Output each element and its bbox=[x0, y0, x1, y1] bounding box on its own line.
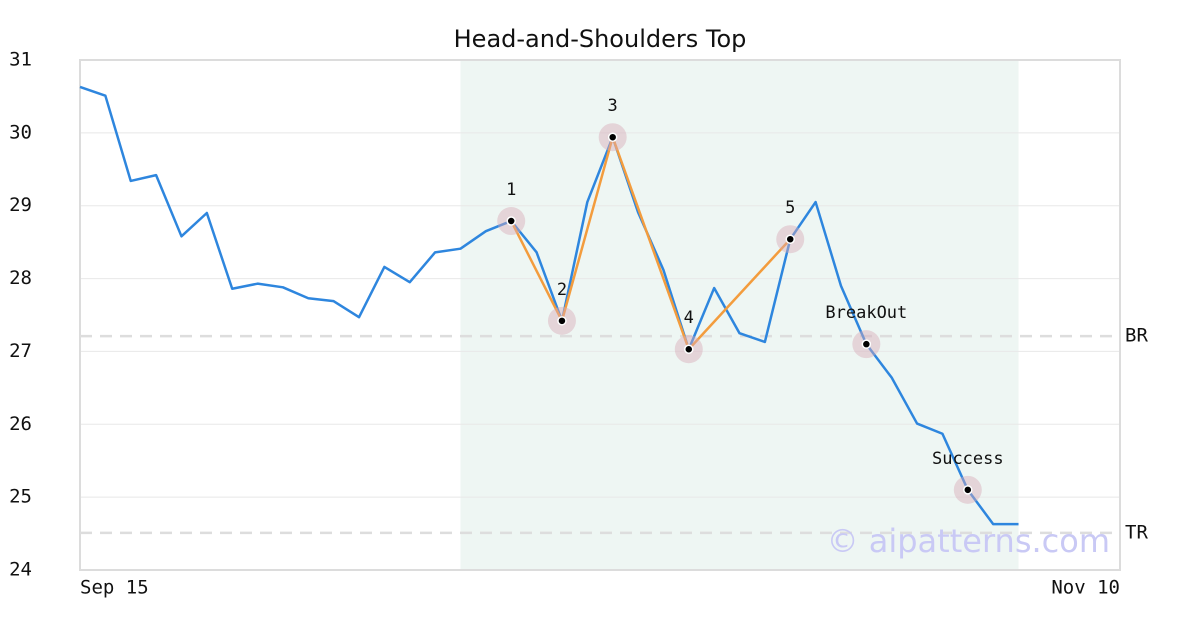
x-tick-label: Sep 15 bbox=[80, 577, 149, 599]
annotation-label: BreakOut bbox=[825, 303, 907, 323]
pattern-region bbox=[460, 60, 1019, 570]
plot-frame bbox=[79, 59, 1121, 571]
y-tick-label: 28 bbox=[9, 267, 32, 289]
annotation-label: 5 bbox=[785, 198, 795, 218]
pattern-point bbox=[785, 234, 795, 244]
pattern-point bbox=[607, 132, 618, 142]
annotation-label: 2 bbox=[557, 280, 567, 300]
annotation-label: 1 bbox=[506, 180, 516, 200]
y-tick-label: 25 bbox=[9, 486, 32, 508]
pattern-point bbox=[684, 344, 694, 354]
pattern-point bbox=[506, 216, 516, 226]
annotation-label: 3 bbox=[608, 96, 618, 116]
y-tick-label: 24 bbox=[9, 559, 32, 581]
level-label: TR bbox=[1125, 521, 1148, 543]
y-tick-label: 31 bbox=[9, 49, 32, 71]
y-tick-label: 29 bbox=[9, 194, 32, 216]
y-tick-label: 26 bbox=[9, 413, 32, 435]
annotation-label: 4 bbox=[684, 308, 694, 328]
pattern-point bbox=[963, 485, 973, 495]
pattern-point bbox=[861, 339, 872, 349]
chart-title: Head-and-Shoulders Top bbox=[454, 25, 747, 53]
watermark: © aipatterns.com bbox=[827, 522, 1110, 560]
price-line bbox=[79, 85, 1019, 526]
y-tick-label: 30 bbox=[9, 121, 32, 143]
x-tick-label: Nov 10 bbox=[1051, 577, 1120, 599]
y-tick-label: 27 bbox=[9, 340, 32, 362]
pattern-point bbox=[557, 316, 567, 326]
level-label: BR bbox=[1125, 325, 1148, 347]
annotation-label: Success bbox=[932, 449, 1004, 469]
